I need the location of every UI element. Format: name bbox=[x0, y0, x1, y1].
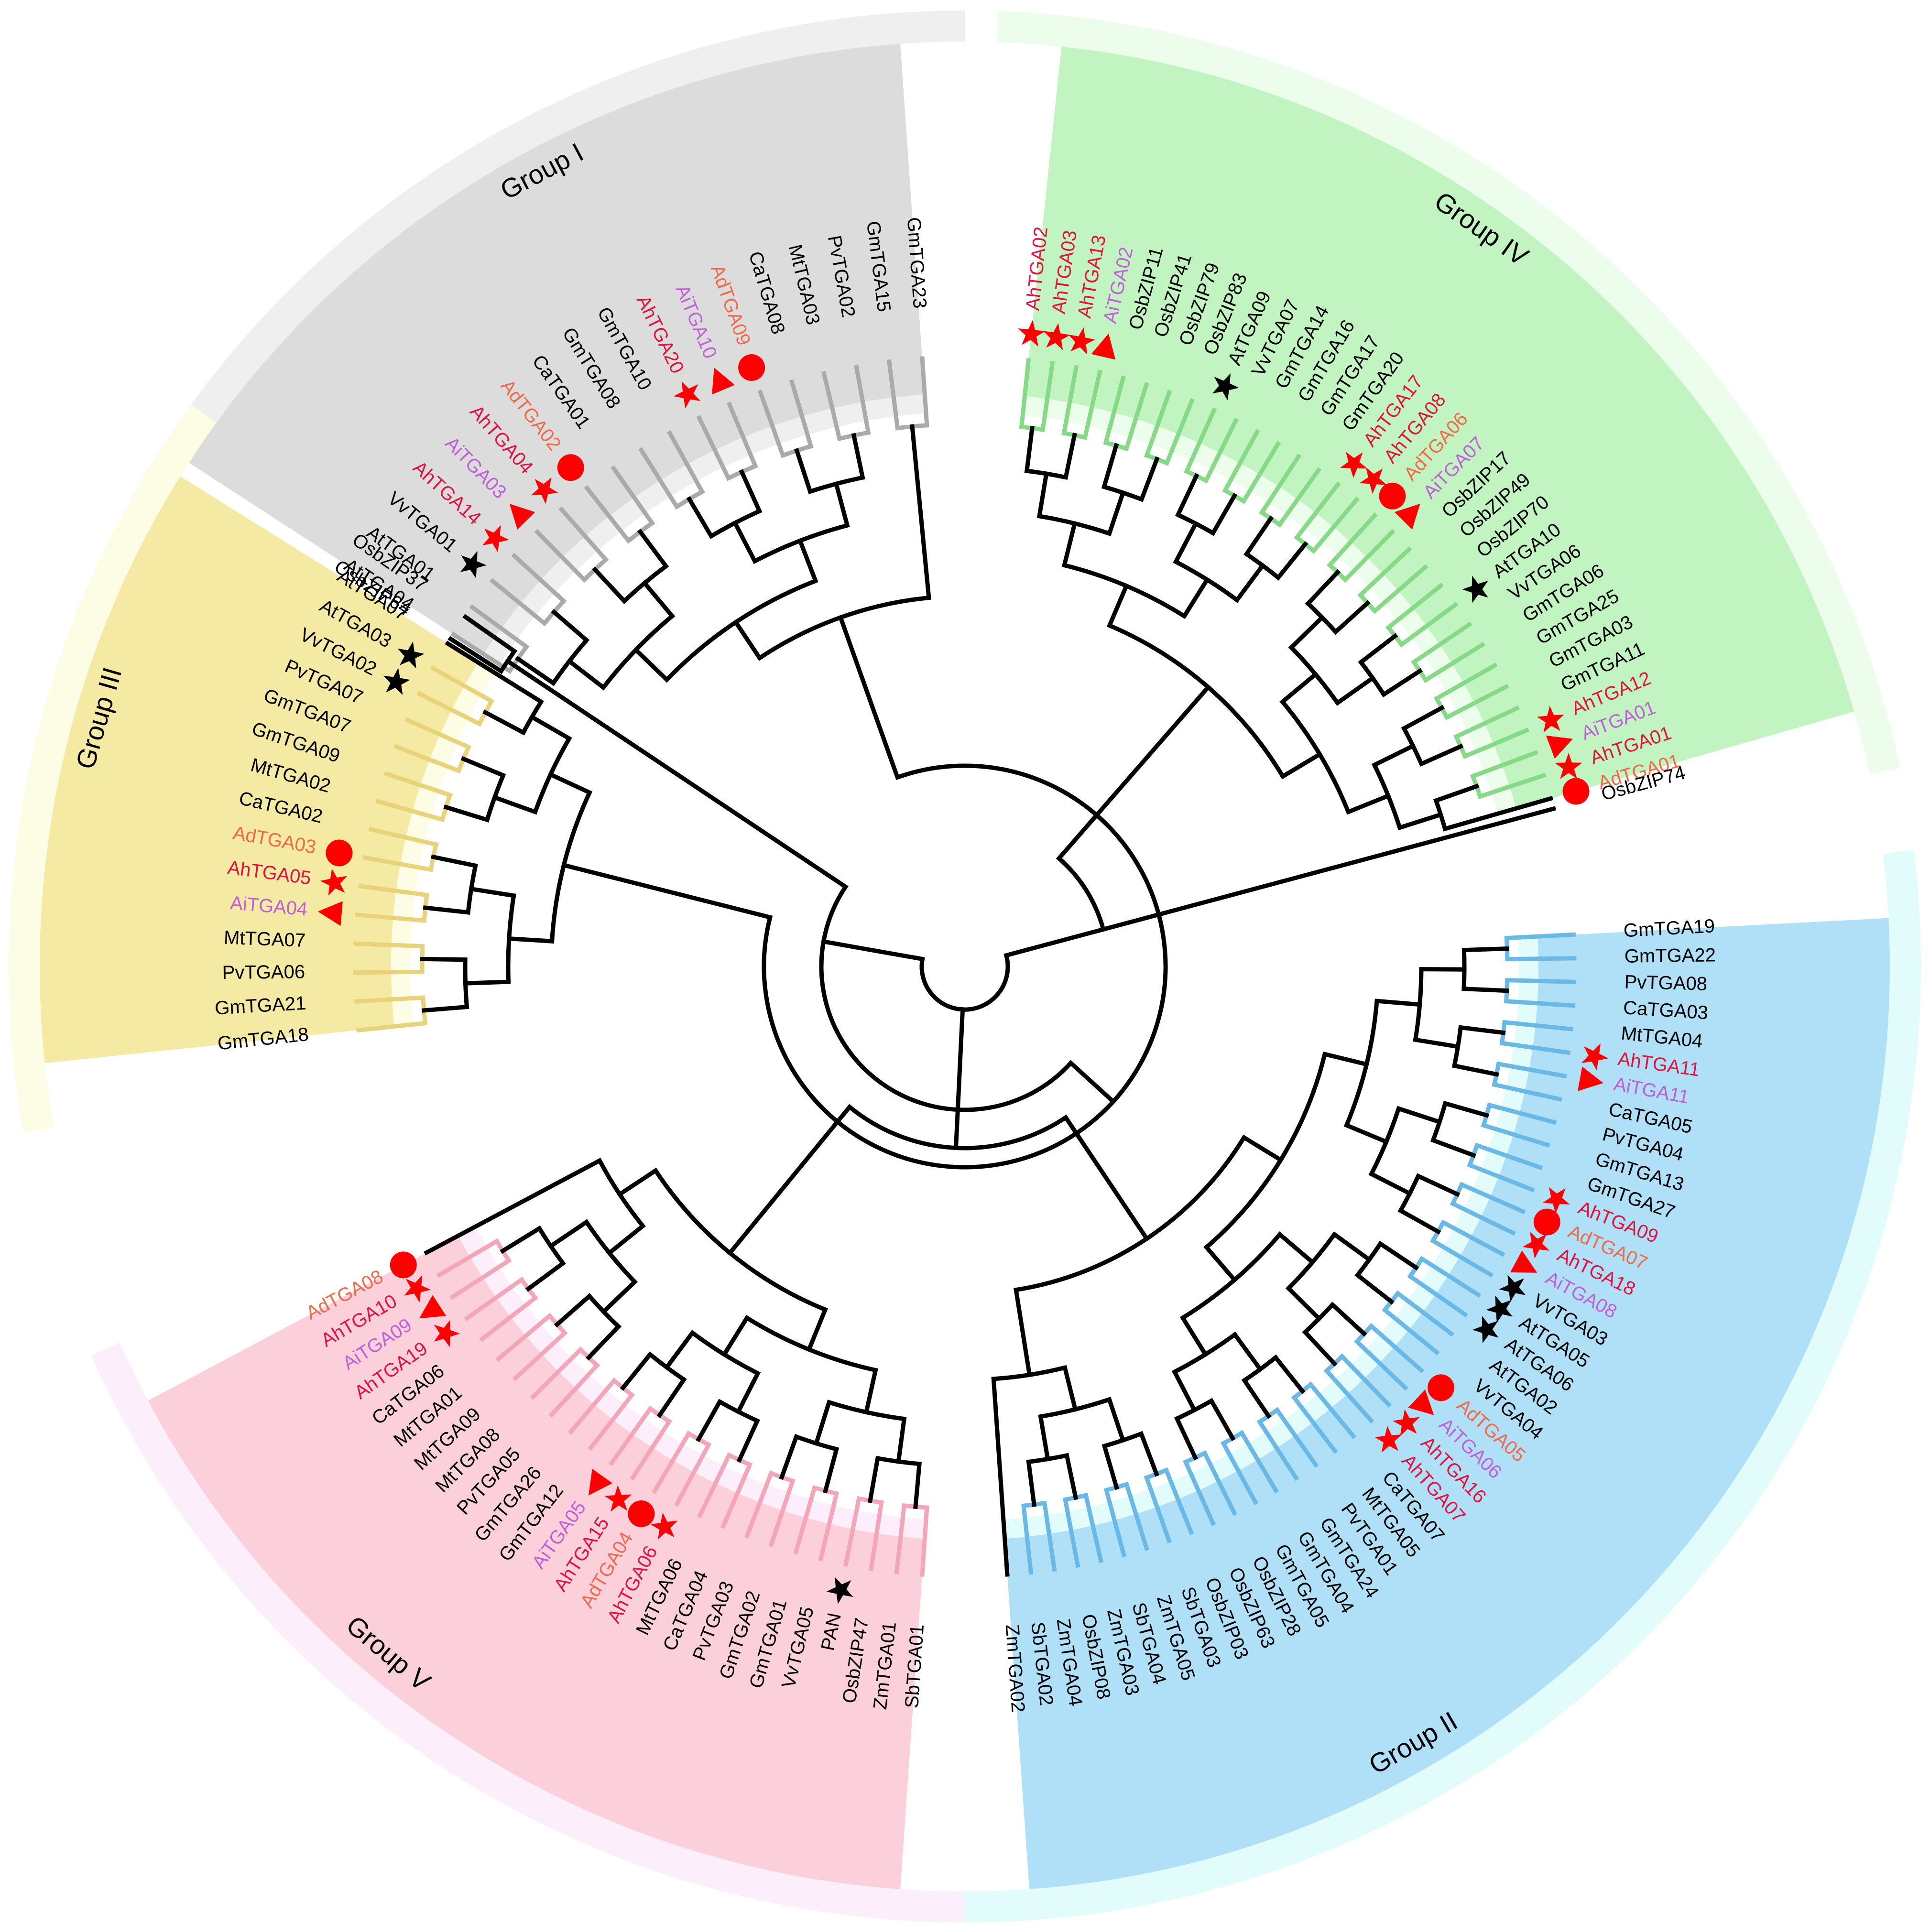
star-marker bbox=[482, 525, 509, 553]
clade-band-inner bbox=[1025, 46, 1854, 809]
circle-marker bbox=[557, 454, 584, 481]
clade-band-inner bbox=[148, 1236, 925, 1889]
star-marker bbox=[1472, 1316, 1499, 1344]
triangle-marker bbox=[419, 1295, 447, 1319]
circle-marker bbox=[1379, 482, 1406, 510]
leaf-label: PvTGA06 bbox=[222, 961, 305, 983]
star-marker bbox=[397, 641, 425, 669]
clade-band-outer bbox=[9, 404, 217, 1133]
star-marker bbox=[1393, 1409, 1420, 1436]
star-marker bbox=[673, 381, 701, 409]
star-marker bbox=[1537, 706, 1564, 733]
star-marker bbox=[1486, 1295, 1513, 1323]
leaf-label: PvTGA08 bbox=[1624, 971, 1707, 994]
triangle-marker bbox=[1578, 1066, 1603, 1091]
star-marker bbox=[320, 868, 348, 896]
clade-bands bbox=[9, 11, 1921, 1922]
clade-band-inner bbox=[189, 43, 925, 654]
triangle-marker bbox=[588, 1468, 613, 1496]
star-marker bbox=[826, 1577, 853, 1604]
circle-marker bbox=[1533, 1208, 1560, 1236]
leaf-label: GmTGA19 bbox=[1623, 915, 1715, 941]
leaf-label: GmTGA22 bbox=[1625, 944, 1716, 967]
star-marker bbox=[404, 1275, 431, 1302]
triangle-marker bbox=[317, 901, 343, 926]
circle-marker bbox=[1562, 778, 1590, 805]
star-marker bbox=[434, 1320, 460, 1347]
star-marker bbox=[1462, 575, 1488, 603]
star-marker bbox=[1555, 753, 1582, 779]
triangle-marker bbox=[712, 368, 735, 395]
star-marker bbox=[1581, 1043, 1609, 1071]
star-marker bbox=[1018, 320, 1046, 347]
clade-band-outer bbox=[128, 11, 965, 518]
star-marker bbox=[1542, 1187, 1570, 1214]
circle-marker bbox=[738, 354, 765, 381]
triangle-marker bbox=[1091, 333, 1116, 360]
triangle-marker bbox=[1510, 1250, 1537, 1273]
star-marker bbox=[1068, 327, 1095, 355]
triangle-marker bbox=[1546, 735, 1573, 759]
star-marker bbox=[383, 668, 411, 695]
clade-band-inner bbox=[1004, 918, 1890, 1889]
star-marker bbox=[1359, 467, 1387, 494]
leaf-label: GmTGA21 bbox=[214, 993, 306, 1019]
circle-marker bbox=[628, 1500, 655, 1527]
clade-band-outer bbox=[997, 11, 1900, 774]
star-marker bbox=[1374, 1426, 1402, 1453]
star-marker bbox=[1340, 452, 1368, 478]
star-marker bbox=[1499, 1275, 1526, 1302]
circle-marker bbox=[390, 1251, 417, 1279]
triangle-marker bbox=[1408, 1389, 1434, 1415]
star-marker bbox=[1212, 373, 1239, 401]
circle-marker bbox=[1428, 1374, 1455, 1401]
circle-marker bbox=[326, 839, 353, 867]
star-marker bbox=[604, 1485, 632, 1512]
leaf-markers bbox=[317, 320, 1609, 1604]
star-marker bbox=[460, 551, 487, 578]
clade-band-outer bbox=[91, 1343, 965, 1922]
tree-branches bbox=[353, 356, 1577, 1577]
star-marker bbox=[1522, 1232, 1550, 1259]
star-marker bbox=[531, 477, 558, 504]
triangle-marker bbox=[509, 503, 535, 530]
star-marker bbox=[1043, 323, 1070, 350]
star-marker bbox=[650, 1512, 678, 1540]
leaf-label: MtTGA07 bbox=[223, 927, 306, 951]
triangle-marker bbox=[1394, 503, 1420, 530]
